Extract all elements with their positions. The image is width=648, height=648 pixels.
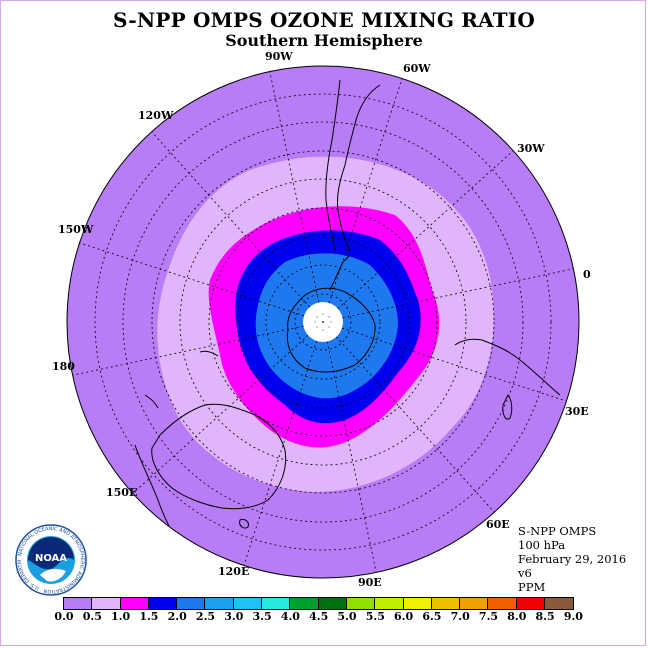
info-block: S-NPP OMPS 100 hPa February 29, 2016 v6 … — [518, 524, 626, 594]
madagascar — [502, 394, 513, 420]
colorbar-tick-label: 1.0 — [111, 610, 131, 623]
meridian-line — [79, 242, 305, 317]
tasmania — [239, 519, 249, 529]
colorbar-tick-label: 8.5 — [535, 610, 555, 623]
meridian-line — [269, 71, 320, 303]
colorbar-tick-label: 3.5 — [252, 610, 272, 623]
colorbar-swatch — [375, 598, 404, 609]
meridian-lines — [72, 71, 574, 573]
colorbar-swatch — [488, 598, 517, 609]
info-units: PPM — [518, 580, 546, 594]
colorbar-swatch — [262, 598, 291, 609]
australia-coast — [151, 403, 287, 510]
lon-label-150w: 150W — [58, 223, 94, 236]
colorbar-tick-label: 7.0 — [450, 610, 470, 623]
colorbar-swatch — [346, 598, 376, 609]
colorbar-swatch — [177, 598, 206, 609]
colorbar-tick-label: 0.5 — [82, 610, 102, 623]
colorbar-swatch — [516, 598, 546, 609]
colorbar-tick-label: 6.0 — [394, 610, 414, 623]
lon-label-30e: 30E — [565, 405, 589, 418]
latitude-circles — [94, 93, 552, 551]
antarctica-coast — [286, 287, 376, 373]
colorbar-swatch — [431, 598, 461, 609]
colorbar-swatch — [205, 598, 234, 609]
new-zealand — [144, 350, 219, 409]
colorbar-swatch — [290, 598, 319, 609]
lon-label-0: 0 — [583, 268, 591, 281]
lon-label-150e: 150E — [106, 486, 138, 499]
meridian-line — [132, 335, 309, 494]
colorbar-swatch — [318, 598, 347, 609]
lon-label-30w: 30W — [517, 142, 545, 155]
meridian-line — [326, 341, 377, 573]
lon-label-180: 180 — [52, 360, 75, 373]
figure-title: S-NPP OMPS OZONE MIXING RATIO — [113, 8, 535, 32]
coastlines — [134, 79, 561, 561]
colorbar — [63, 597, 575, 610]
lon-label-120e: 120E — [218, 565, 250, 578]
info-level: 100 hPa — [518, 538, 566, 552]
logo-text: NOAA — [35, 553, 67, 564]
meridian-line — [337, 150, 514, 309]
south-america-west — [325, 79, 341, 251]
meridian-line — [342, 268, 574, 319]
meridian-line — [151, 131, 310, 308]
colorbar-tick-label: 8.0 — [507, 610, 527, 623]
colorbar-tick-label: 3.0 — [224, 610, 244, 623]
colorbar-tick-label: 1.5 — [139, 610, 159, 623]
meridian-line — [336, 336, 495, 513]
lon-label-90e: 90E — [358, 576, 382, 589]
lon-label-90w: 90W — [265, 50, 293, 63]
colorbar-swatch — [460, 598, 489, 609]
colorbar-tick-label: 5.5 — [365, 610, 385, 623]
meridian-line — [72, 325, 304, 376]
meridian-line — [243, 340, 318, 566]
colorbar-tick-label: 2.5 — [195, 610, 216, 623]
colorbar-tick-label: 7.5 — [478, 610, 499, 623]
info-version: v6 — [518, 566, 532, 580]
info-date: February 29, 2016 — [518, 552, 627, 566]
colorbar-tick-label: 5.0 — [337, 610, 357, 623]
colorbar-tick-label: 0.0 — [54, 610, 74, 623]
colorbar-swatch — [120, 598, 149, 609]
figure-subtitle: Southern Hemisphere — [225, 31, 423, 50]
colorbar-tick-label: 6.5 — [422, 610, 442, 623]
colorbar-swatch — [64, 598, 93, 609]
colorbar-tick-label: 9.0 — [563, 610, 583, 623]
africa-coast — [454, 338, 561, 396]
colorbar-tick-label: 2.0 — [167, 610, 187, 623]
colorbar-tick-label: 4.5 — [309, 610, 329, 623]
info-instrument: S-NPP OMPS — [518, 524, 597, 538]
meridian-line — [341, 327, 567, 402]
map-boundary — [66, 65, 580, 579]
colorbar-tick-label: 4.0 — [280, 610, 300, 623]
noaa-logo: NATIONAL OCEANIC AND ATMOSPHERIC ADMINIS… — [14, 523, 87, 596]
lon-label-60e: 60E — [486, 518, 510, 531]
south-america-coast — [337, 84, 381, 253]
lon-label-120w: 120W — [138, 109, 174, 122]
colorbar-swatch — [403, 598, 432, 609]
colorbar-swatch — [233, 598, 263, 609]
colorbar-swatch — [545, 598, 574, 609]
colorbar-swatch — [148, 598, 178, 609]
meridian-line — [328, 78, 403, 304]
colorbar-swatch — [92, 598, 121, 609]
pole-dots — [314, 313, 332, 331]
lon-label-60w: 60W — [403, 62, 431, 75]
